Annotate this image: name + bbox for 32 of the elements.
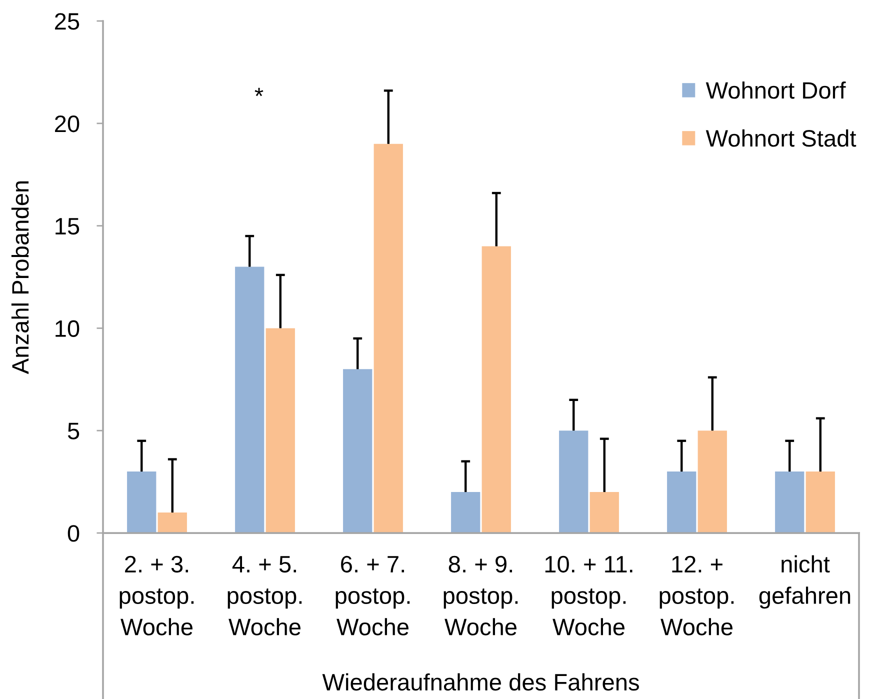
bar xyxy=(343,369,372,533)
x-tick-label: 10. + 11. postop. Woche xyxy=(545,556,632,636)
bar xyxy=(482,246,511,533)
bar xyxy=(158,512,187,533)
bar xyxy=(590,492,619,533)
y-tick-label: 20 xyxy=(55,115,80,132)
annotation: * xyxy=(254,88,264,96)
bar xyxy=(127,472,156,533)
x-tick-label: 8. + 9. postop. Woche xyxy=(444,556,518,636)
x-tick-label: 2. + 3. postop. Woche xyxy=(120,556,194,636)
x-tick-label: nicht gefahren xyxy=(759,555,850,609)
x-tick-label: 6. + 7. postop. Woche xyxy=(336,556,410,636)
y-tick-label: 10 xyxy=(56,320,80,337)
y-tick-label: 0 xyxy=(68,525,80,542)
bar xyxy=(698,430,727,533)
bar xyxy=(806,472,835,533)
bar xyxy=(374,144,403,533)
y-tick-label: 5 xyxy=(68,422,80,440)
bar xyxy=(559,430,588,533)
y-axis-title: Anzahl Probanden xyxy=(11,181,29,374)
legend-label: Wohnort Stadt xyxy=(706,129,856,147)
bar xyxy=(266,328,295,533)
y-tick-label: 25 xyxy=(55,13,80,30)
bar xyxy=(667,472,696,533)
x-axis-title: Wiederaufnahme des Fahrens xyxy=(322,673,639,691)
y-tick-label: 15 xyxy=(56,218,80,235)
bar xyxy=(775,472,804,533)
legend-label: Wohnort Dorf xyxy=(706,81,846,99)
bar xyxy=(235,266,264,533)
x-tick-label: 12. + postop. Woche xyxy=(660,556,734,636)
bar xyxy=(451,492,480,533)
x-tick-label: 4. + 5. postop. Woche xyxy=(228,556,302,636)
